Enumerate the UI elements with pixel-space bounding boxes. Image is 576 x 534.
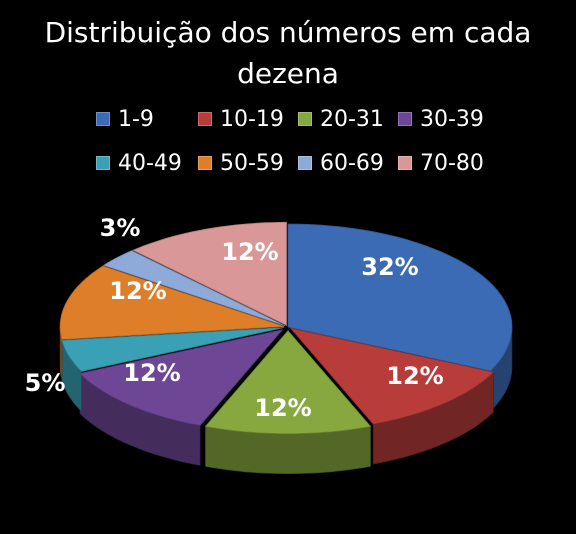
pie-data-labels: 32% 12% 12% 12% 5% 12% 3% 12% <box>25 214 444 422</box>
legend-item: 30-39 <box>398 104 484 134</box>
data-label: 32% <box>361 253 418 281</box>
pie-slice <box>78 329 284 426</box>
legend-item: 1-9 <box>96 104 154 134</box>
pie-slice <box>287 223 513 372</box>
chart-title: Distribuição dos números em cada dezena <box>44 16 532 90</box>
legend-row-1: 1-9 10-19 20-31 30-39 <box>0 104 576 134</box>
legend-item: 20-31 <box>298 104 384 134</box>
legend-label: 10-19 <box>220 106 284 132</box>
data-label: 12% <box>254 394 311 422</box>
data-label: 3% <box>100 214 141 242</box>
pie-slice <box>59 265 285 340</box>
data-label: 12% <box>123 359 180 387</box>
legend-item: 50-59 <box>198 148 284 178</box>
legend-label: 20-31 <box>320 106 384 132</box>
pie-tops <box>59 221 513 435</box>
data-label: 12% <box>386 362 443 390</box>
pie-slice <box>132 221 287 326</box>
legend-swatch <box>298 112 312 126</box>
legend-swatch <box>198 112 212 126</box>
legend-swatch <box>96 112 110 126</box>
legend-label: 40-49 <box>118 150 182 176</box>
pie-slice <box>61 327 285 372</box>
legend-row-2: 40-49 50-59 60-69 70-80 <box>0 148 576 178</box>
data-label: 5% <box>25 369 66 397</box>
legend-label: 50-59 <box>220 150 284 176</box>
legend-label: 60-69 <box>320 150 384 176</box>
legend-label: 30-39 <box>420 106 484 132</box>
pie-sides <box>59 326 513 475</box>
pie-slice <box>204 330 372 435</box>
pie-slice <box>289 327 495 425</box>
legend-swatch <box>298 156 312 170</box>
legend-item: 40-49 <box>96 148 182 178</box>
pie-slice <box>102 250 286 327</box>
legend-item: 70-80 <box>398 148 484 178</box>
legend-swatch <box>198 156 212 170</box>
data-label: 12% <box>221 238 278 266</box>
legend-swatch <box>398 156 412 170</box>
legend-item: 10-19 <box>198 104 284 134</box>
data-label: 12% <box>109 277 166 305</box>
legend-label: 70-80 <box>420 150 484 176</box>
legend-swatch <box>398 112 412 126</box>
legend-swatch <box>96 156 110 170</box>
legend-item: 60-69 <box>298 148 384 178</box>
legend-label: 1-9 <box>118 106 154 132</box>
